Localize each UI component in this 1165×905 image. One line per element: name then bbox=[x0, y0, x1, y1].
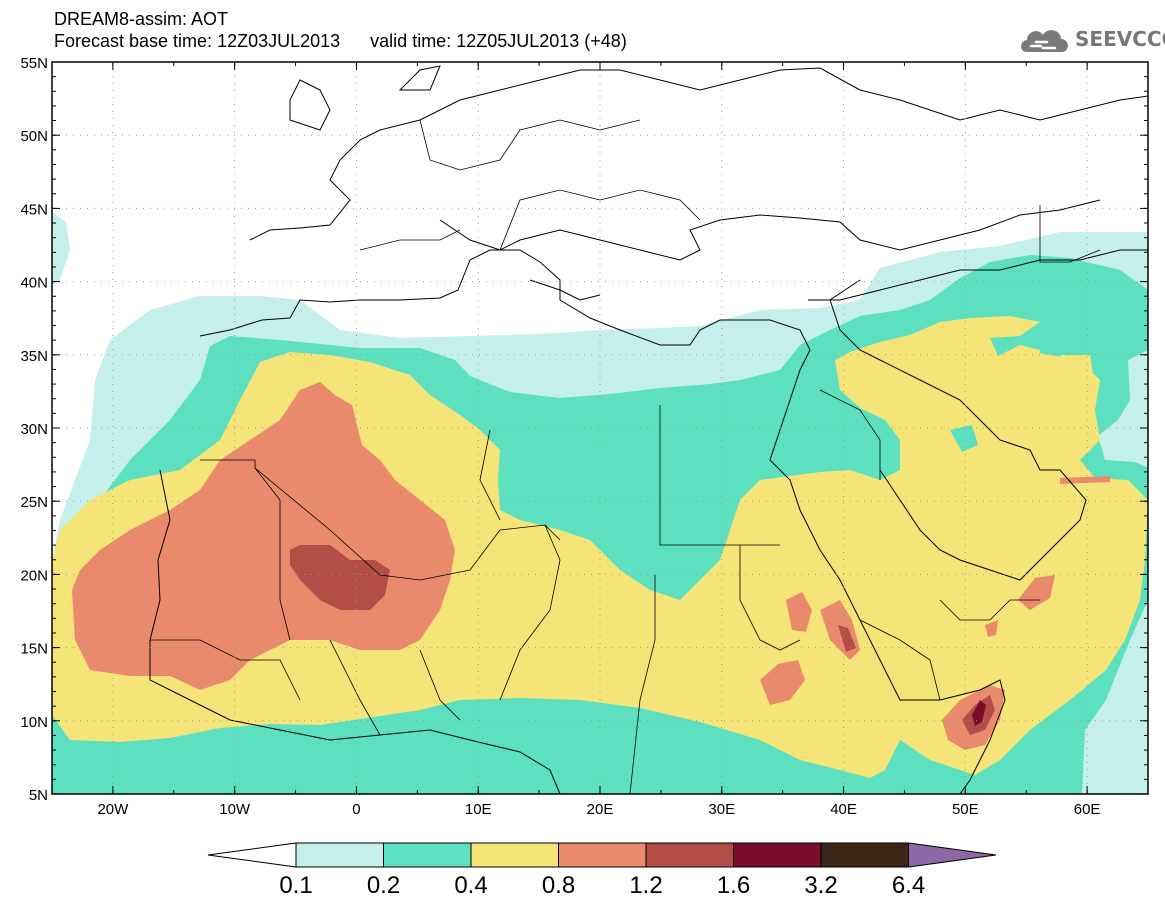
colorbar-label: 0.2 bbox=[367, 872, 400, 899]
aot-contour-1.6 bbox=[972, 700, 986, 726]
aot-contour-0.8 bbox=[72, 382, 455, 690]
lat-tick-label: 55N bbox=[20, 55, 48, 72]
colorbar: 0.1 0.2 0.4 0.8 1.2 1.6 3.2 6.4 bbox=[207, 842, 997, 899]
lon-tick-label: 0 bbox=[352, 801, 360, 818]
aot-contour-0.4-gulf bbox=[950, 425, 978, 452]
lon-tick-label: 10W bbox=[219, 801, 251, 818]
lon-tick-label: 10E bbox=[465, 801, 492, 818]
colorbar-label: 1.6 bbox=[717, 872, 750, 899]
lon-tick-label: 40E bbox=[830, 801, 857, 818]
colorbar-low-arrow bbox=[207, 842, 297, 868]
product-title: DREAM8-assim: AOT bbox=[54, 9, 229, 29]
lat-tick-label: 50N bbox=[20, 128, 48, 145]
lat-tick-label: 40N bbox=[20, 275, 48, 292]
lat-tick-label: 35N bbox=[20, 348, 48, 365]
time-info: Forecast base time: 12Z03JUL2013 valid t… bbox=[54, 30, 627, 52]
seevccc-logo: SEEVCCC bbox=[1017, 22, 1165, 56]
aot-contour-1.2-redsea bbox=[838, 625, 856, 652]
lat-tick-label: 45N bbox=[20, 201, 48, 218]
aot-contour-0.8-oman bbox=[1018, 575, 1055, 610]
lon-tick-label: 20W bbox=[97, 801, 129, 818]
aot-contour-0.8-yemen bbox=[985, 620, 998, 637]
borders bbox=[150, 119, 1101, 794]
colorbar-swatch bbox=[820, 842, 909, 868]
aot-contour-0.4-caspian bbox=[1060, 355, 1095, 390]
aot-contour-0.8-dots bbox=[1060, 476, 1110, 484]
lon-tick-label: 50E bbox=[952, 801, 979, 818]
colorbar-label: 0.1 bbox=[279, 872, 312, 899]
colorbar-label: 1.2 bbox=[629, 872, 662, 899]
aot-contour-0.8-ethiopia bbox=[760, 660, 805, 705]
lon-tick-label: 20E bbox=[587, 801, 614, 818]
colorbar-label: 3.2 bbox=[804, 872, 837, 899]
colorbar-swatch bbox=[558, 842, 647, 868]
lat-tick-label: 20N bbox=[20, 567, 48, 584]
map-header: DREAM8-assim: AOT Forecast base time: 12… bbox=[54, 8, 627, 52]
lat-tick-label: 10N bbox=[20, 714, 48, 731]
colorbar-label: 0.8 bbox=[542, 872, 575, 899]
aot-contour-0.8-sudan bbox=[786, 592, 812, 632]
lat-tick-label: 15N bbox=[20, 641, 48, 658]
aot-contour-0.1-west bbox=[52, 212, 70, 285]
lat-tick-label: 5N bbox=[29, 787, 48, 804]
base-time: Forecast base time: 12Z03JUL2013 bbox=[54, 31, 341, 51]
colorbar-label: 0.4 bbox=[454, 872, 487, 899]
valid-time: valid time: 12Z05JUL2013 (+48) bbox=[370, 31, 627, 51]
colorbar-swatch bbox=[645, 842, 734, 868]
lat-tick-label: 30N bbox=[20, 421, 48, 438]
aot-field bbox=[52, 65, 1148, 794]
colorbar-swatch bbox=[383, 842, 472, 868]
colorbar-swatch bbox=[295, 842, 384, 868]
gridlines bbox=[52, 62, 1148, 794]
colorbar-high-arrow bbox=[908, 842, 997, 868]
colorbar-label: 6.4 bbox=[892, 872, 925, 899]
lon-tick-label: 30E bbox=[708, 801, 735, 818]
coastlines bbox=[149, 65, 1148, 794]
colorbar-swatch bbox=[733, 842, 822, 868]
colorbar-swatch bbox=[470, 842, 559, 868]
cloud-icon bbox=[1021, 30, 1068, 52]
logo-text: SEEVCCC bbox=[1075, 27, 1165, 51]
lat-tick-label: 25N bbox=[20, 494, 48, 511]
lon-tick-label: 60E bbox=[1074, 801, 1101, 818]
map-axes: 5N 10N 15N 20N 25N 30N 35N 40N 45N 50N 55N 20W 10W 0 1… bbox=[20, 55, 1149, 818]
aot-contour-0.4-iran bbox=[990, 345, 1040, 378]
